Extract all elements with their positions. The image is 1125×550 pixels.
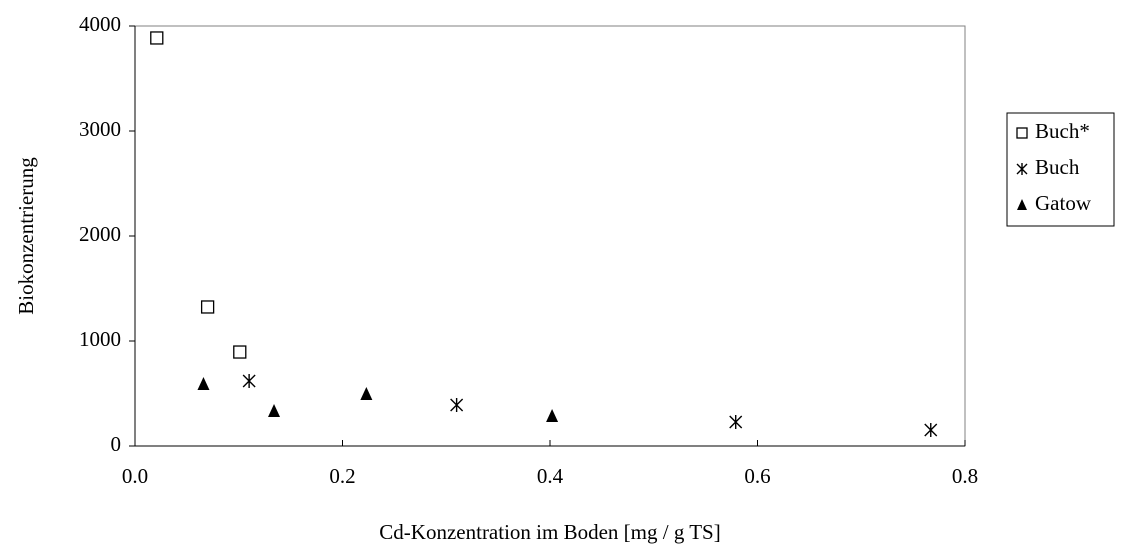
- x-tick-label: 0.4: [537, 464, 564, 488]
- marker-triangle: [546, 408, 559, 422]
- y-tick-label: 1000: [79, 327, 121, 351]
- plot-frame: [134, 25, 966, 447]
- marker-triangle: [197, 377, 210, 391]
- y-axis-label: Biokonzentrierung: [14, 157, 38, 315]
- x-tick-label: 0.8: [952, 464, 978, 488]
- legend-label: Gatow: [1035, 191, 1092, 215]
- marker-asterisk: [729, 414, 743, 429]
- marker-triangle: [268, 404, 281, 418]
- marker-asterisk: [242, 374, 256, 389]
- marker-square: [1016, 127, 1028, 139]
- legend-label: Buch: [1035, 155, 1080, 179]
- y-tick-label: 4000: [79, 12, 121, 36]
- legend-label: Buch*: [1035, 119, 1090, 143]
- marker-triangle: [1017, 199, 1027, 210]
- marker-square: [200, 300, 215, 314]
- x-tick-label: 0.6: [744, 464, 770, 488]
- y-tick-label: 0: [111, 432, 122, 456]
- marker-square: [233, 345, 247, 359]
- marker-asterisk: [924, 423, 938, 438]
- marker-asterisk: [1016, 163, 1028, 175]
- marker-square: [150, 31, 164, 45]
- y-tick-label: 3000: [79, 117, 121, 141]
- marker-asterisk: [450, 398, 464, 413]
- y-tick-label: 2000: [79, 222, 121, 246]
- marker-triangle: [360, 387, 373, 401]
- x-tick-label: 0.2: [329, 464, 355, 488]
- x-tick-label: 0.0: [122, 464, 148, 488]
- x-axis-label: Cd-Konzentration im Boden [mg / g TS]: [379, 520, 720, 544]
